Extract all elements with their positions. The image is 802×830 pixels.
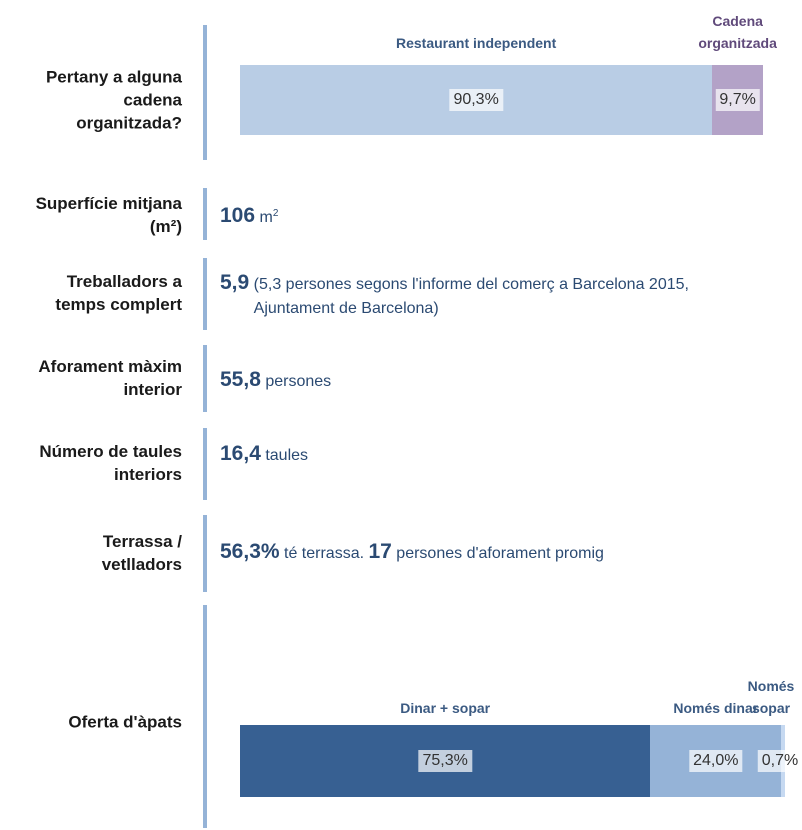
row-label: Oferta d'àpats bbox=[68, 712, 182, 732]
row-label: Aforament màxim interior bbox=[38, 357, 182, 399]
segment-name: Restaurant independent bbox=[396, 35, 557, 51]
unit: taules bbox=[265, 447, 309, 464]
segment-value-label: 90,3% bbox=[449, 89, 503, 111]
divider bbox=[203, 428, 207, 500]
segment-name: Dinar + sopar bbox=[400, 700, 491, 716]
row-label: Pertany a alguna cadena organitzada? bbox=[45, 67, 182, 133]
unit: té terrassa. bbox=[284, 545, 365, 562]
segment-value-label: 24,0% bbox=[689, 750, 743, 772]
divider bbox=[203, 188, 207, 240]
row-value: 16,4 taules bbox=[220, 442, 308, 468]
row-value: 55,8 persones bbox=[220, 368, 331, 394]
row-label: Treballadors a temps complert bbox=[55, 272, 182, 314]
row-label: Terrassa / vetlladors bbox=[101, 532, 182, 574]
divider bbox=[203, 25, 207, 160]
value: 106 bbox=[220, 204, 256, 228]
unit: m bbox=[259, 209, 273, 227]
segment-name: Només dinar bbox=[673, 700, 759, 716]
divider bbox=[203, 605, 207, 828]
value: 5,9 bbox=[220, 271, 250, 294]
value: 56,3% bbox=[220, 540, 280, 563]
value: 16,4 bbox=[220, 442, 261, 465]
row-value: 56,3% té terrassa. 17 persones d'aforame… bbox=[220, 540, 604, 566]
divider bbox=[203, 345, 207, 412]
segment-value-label: 0,7% bbox=[757, 750, 802, 772]
row-label: Número de taules interiors bbox=[39, 442, 182, 484]
segment-value-label: 9,7% bbox=[715, 89, 760, 111]
divider bbox=[203, 258, 207, 330]
segment-name: Cadena organitzada bbox=[698, 13, 777, 51]
value: 17 bbox=[368, 540, 392, 563]
row-value: 5,9 (5,3 persones segons l'informe del c… bbox=[220, 271, 754, 321]
segment-value-label: 75,3% bbox=[418, 750, 472, 772]
segment-name: Només sopar bbox=[747, 678, 795, 716]
unit: persones d'aforament promig bbox=[396, 545, 604, 562]
value: 55,8 bbox=[220, 368, 261, 391]
unit: persones bbox=[265, 373, 332, 390]
note: (5,3 persones segons l'informe del comer… bbox=[253, 276, 689, 317]
row-value: 106 m2 bbox=[220, 202, 278, 230]
divider bbox=[203, 515, 207, 592]
unit-sup: 2 bbox=[272, 207, 279, 219]
row-label: Superfície mitjana (m²) bbox=[35, 194, 182, 236]
